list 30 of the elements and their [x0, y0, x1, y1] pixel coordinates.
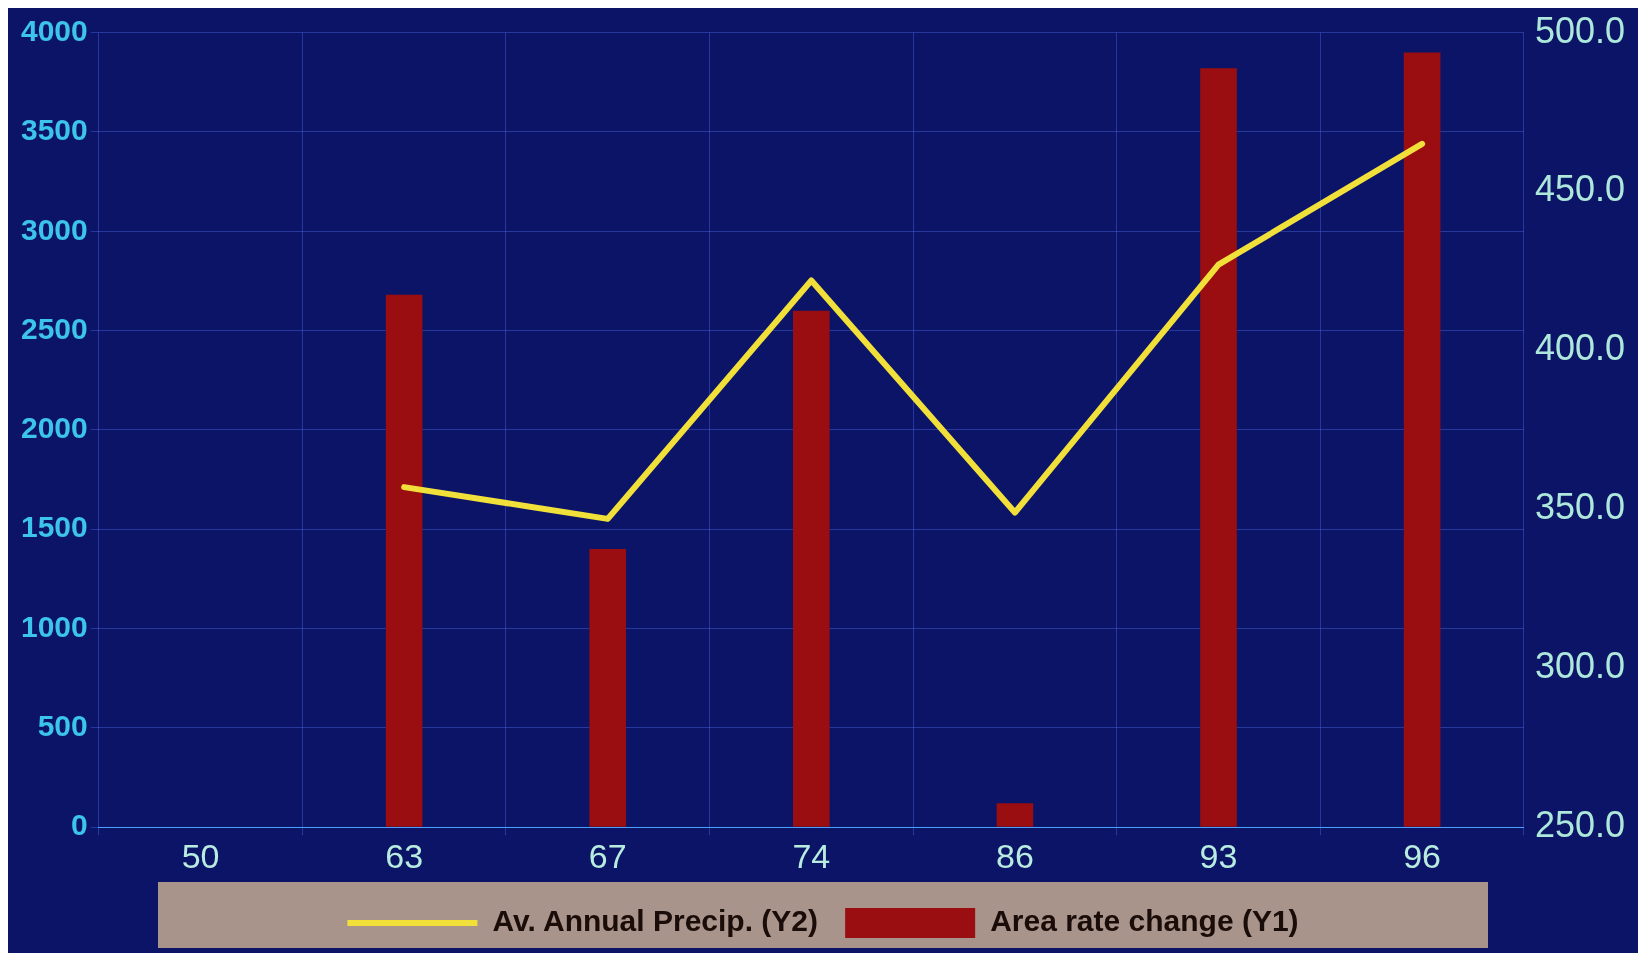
y2-tick-label: 250.0: [1534, 804, 1626, 846]
y-tick-label: 3500: [20, 113, 88, 147]
y2-tick-label: 350.0: [1534, 486, 1626, 528]
y-tick-label: 2000: [20, 411, 88, 445]
y2-tick-label: 400.0: [1534, 327, 1626, 369]
bar: [1200, 68, 1237, 827]
y-tick-label: 2500: [20, 311, 88, 345]
x-tick-label: 93: [1199, 836, 1238, 875]
y-tick-label: 4000: [20, 13, 88, 47]
y2-tick-label: 300.0: [1534, 645, 1626, 687]
x-tick-label: 67: [588, 836, 627, 875]
x-tick-label: 86: [996, 836, 1034, 875]
x-tick-label: 74: [792, 836, 831, 875]
bar: [589, 549, 627, 827]
legend-label: Av. Annual Precip. (Y2): [492, 904, 819, 938]
y-tick-label: 3000: [20, 212, 88, 246]
x-tick-label: 50: [181, 836, 220, 875]
bar: [996, 803, 1034, 827]
y2-tick-label: 500.0: [1534, 9, 1626, 51]
bar: [793, 310, 830, 827]
y2-tick-label: 450.0: [1534, 168, 1626, 210]
x-tick-label: 63: [385, 836, 424, 875]
y-tick-label: 1500: [20, 510, 88, 544]
legend-label: Area rate change (Y1): [990, 904, 1299, 938]
y-tick-label: 1000: [20, 609, 88, 643]
bar: [385, 294, 423, 827]
y-tick-label: 0: [71, 808, 88, 842]
bar: [1403, 52, 1441, 827]
y-tick-label: 500: [37, 709, 88, 743]
x-tick-label: 96: [1403, 836, 1442, 875]
